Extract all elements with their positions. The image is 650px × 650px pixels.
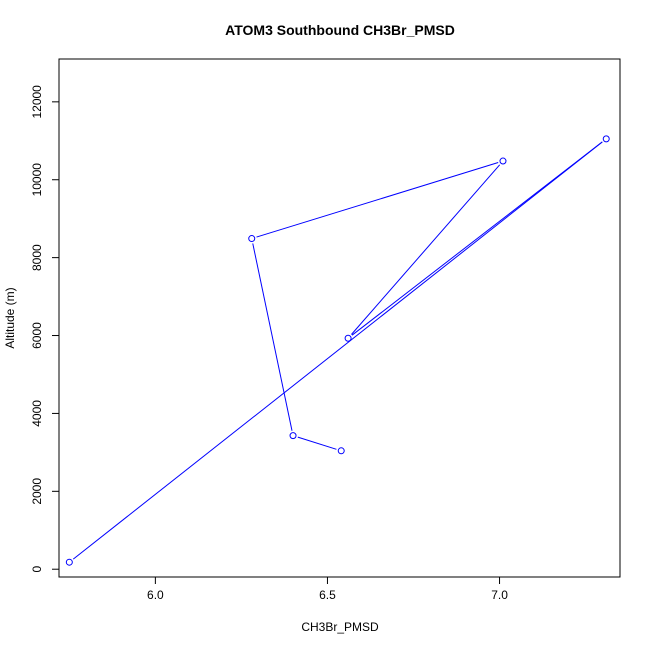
x-axis: 6.0 6.5 7.0: [147, 576, 508, 602]
data-point: [248, 235, 256, 243]
series-line-segment: [256, 162, 499, 238]
data-point: [337, 447, 345, 455]
y-tick-label: 0: [30, 566, 44, 573]
y-tick-label: 12000: [30, 85, 44, 119]
chart-title: ATOM3 Southbound CH3Br_PMSD: [225, 22, 455, 38]
data-point: [344, 334, 352, 342]
series-line-segment: [72, 141, 603, 560]
series-line-segment: [297, 436, 337, 450]
y-tick-label: 2000: [30, 478, 44, 505]
x-tick-label: 6.0: [147, 588, 164, 602]
series-line-segment: [351, 164, 501, 335]
series-line-segment: [252, 243, 293, 431]
y-axis: 0 2000 4000 6000 8000 10000 12000: [30, 85, 60, 573]
y-tick-label: 6000: [30, 322, 44, 349]
y-tick-label: 4000: [30, 400, 44, 427]
data-point: [65, 558, 73, 566]
series-layer: [65, 135, 610, 566]
data-point: [499, 157, 507, 165]
x-tick-label: 6.5: [319, 588, 336, 602]
data-point: [602, 135, 610, 143]
y-tick-label: 10000: [30, 163, 44, 197]
y-tick-label: 8000: [30, 244, 44, 271]
series-line-segment: [351, 141, 603, 336]
data-point: [289, 432, 297, 440]
x-axis-label: CH3Br_PMSD: [301, 620, 379, 634]
y-axis-label: Altitude (m): [3, 287, 17, 348]
x-tick-label: 7.0: [491, 588, 508, 602]
